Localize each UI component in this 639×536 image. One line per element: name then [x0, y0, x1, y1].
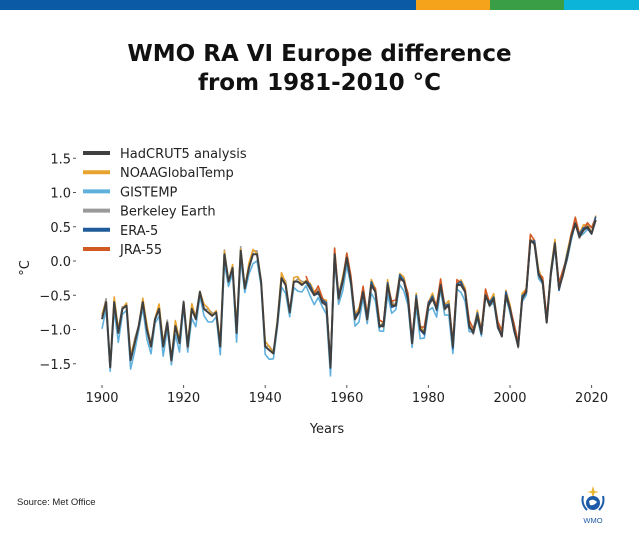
wmo-emblem-icon — [581, 486, 605, 511]
x-tick-label: 1960 — [330, 391, 363, 406]
x-tick-label: 2020 — [575, 391, 608, 406]
legend-label: JRA-55 — [119, 243, 162, 258]
y-tick-label: 0.5 — [50, 221, 71, 236]
wmo-logo: WMO — [576, 484, 610, 525]
y-tick-label: −1.0 — [39, 324, 71, 339]
series-line-noaaglobaltemp — [101, 215, 597, 367]
series-line-era-5 — [305, 216, 597, 370]
source-note: Source: Met Office — [17, 497, 96, 508]
series-line-hadcrut5-analysis — [101, 219, 597, 369]
title-line-2: from 1981-2010 °C — [197, 70, 442, 96]
legend-label: HadCRUT5 analysis — [120, 147, 247, 162]
x-tick-label: 1980 — [412, 391, 445, 406]
wmo-logo-text: WMO — [583, 516, 603, 525]
y-tick-label: 1.0 — [50, 187, 71, 202]
top-color-bar — [0, 0, 639, 10]
y-tick-label: 0.0 — [50, 255, 71, 270]
y-tick-label: −0.5 — [39, 289, 71, 304]
y-axis-label: °C — [18, 260, 33, 276]
chart-title: WMO RA VI Europe difference from 1981-20… — [0, 40, 639, 98]
top-bar-green — [490, 0, 564, 10]
title-line-1: WMO RA VI Europe difference — [127, 41, 512, 67]
x-axis-label: Years — [309, 422, 345, 437]
x-tick-label: 1940 — [249, 391, 282, 406]
top-bar-blue — [0, 0, 416, 10]
legend-label: NOAAGlobalTemp — [120, 166, 234, 181]
top-bar-orange — [416, 0, 490, 10]
legend-label: ERA-5 — [120, 224, 158, 239]
legend-label: GISTEMP — [120, 185, 178, 200]
legend-label: Berkeley Earth — [120, 205, 216, 220]
y-tick-label: −1.5 — [39, 358, 71, 373]
y-tick-label: 1.5 — [50, 152, 71, 167]
series-line-jra-55 — [305, 216, 597, 365]
x-tick-label: 2000 — [493, 391, 526, 406]
x-tick-label: 1920 — [167, 391, 200, 406]
x-tick-label: 1900 — [85, 391, 118, 406]
top-bar-cyan — [564, 0, 639, 10]
